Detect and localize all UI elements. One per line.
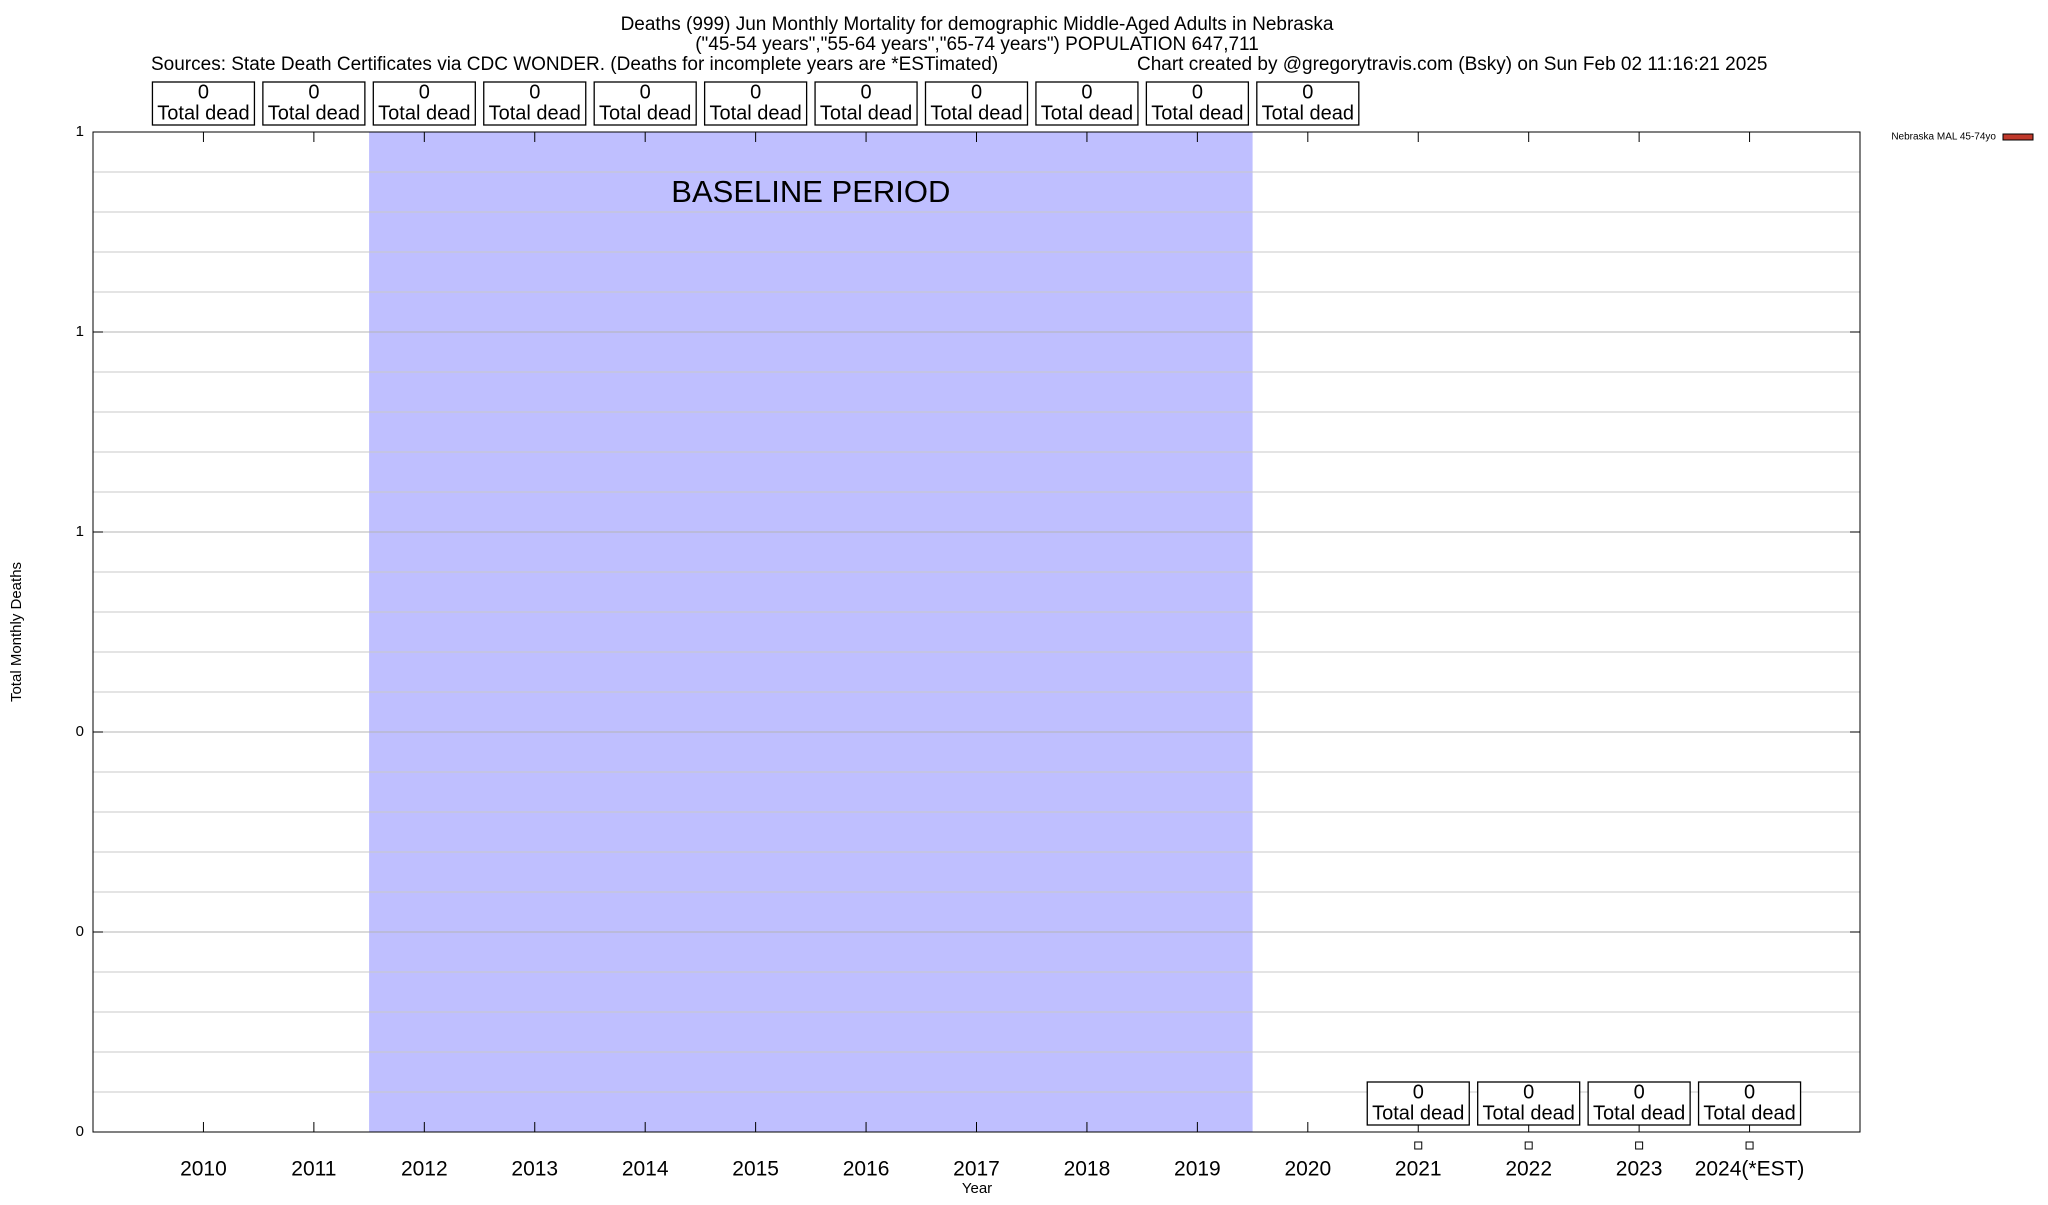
value-label-unit: Total dead xyxy=(1703,1102,1795,1124)
annotation: BASELINE PERIOD xyxy=(671,174,950,209)
x-tick-label: 2023 xyxy=(1616,1158,1663,1181)
value-label-unit: Total dead xyxy=(268,102,360,124)
value-label-unit: Total dead xyxy=(820,102,912,124)
value-label-unit: Total dead xyxy=(599,102,691,124)
x-tick-label: 2011 xyxy=(291,1158,336,1181)
value-label: 0 xyxy=(1192,81,1203,103)
point-marker xyxy=(1524,1141,1533,1150)
x-tick-label: 2019 xyxy=(1174,1158,1221,1181)
value-label: 0 xyxy=(971,81,982,103)
x-tick-label: 2018 xyxy=(1064,1158,1111,1181)
legend-swatch xyxy=(2002,133,2034,141)
x-tick-label: 2012 xyxy=(401,1158,448,1181)
y-tick-label: 0 xyxy=(76,723,84,740)
legend-label: Nebraska MAL 45-74yo xyxy=(1891,132,1996,143)
value-label: 0 xyxy=(861,81,872,103)
value-label-unit: Total dead xyxy=(709,102,801,124)
value-label-box xyxy=(1256,81,1360,126)
y-axis-label: Total Monthly Deaths xyxy=(8,562,25,702)
value-label-unit: Total dead xyxy=(1041,102,1133,124)
x-tick-label: 2020 xyxy=(1284,1158,1331,1181)
value-label-unit: Total dead xyxy=(489,102,581,124)
value-label: 0 xyxy=(1302,81,1313,103)
y-tick-label: 1 xyxy=(76,323,84,340)
x-tick-label: 2014 xyxy=(622,1158,669,1181)
credit: Chart created by @gregorytravis.com (Bsk… xyxy=(1137,54,1767,75)
x-tick-label: 2021 xyxy=(1395,1158,1442,1181)
value-label-box xyxy=(1145,81,1250,126)
x-axis-label: Year xyxy=(962,1180,992,1197)
value-label: 0 xyxy=(529,81,540,103)
x-tick-label: 2022 xyxy=(1505,1158,1552,1181)
value-label: 0 xyxy=(308,81,319,103)
x-tick-label: 2024(*EST) xyxy=(1695,1158,1805,1181)
value-label: 0 xyxy=(1523,1081,1534,1103)
value-label-box xyxy=(924,81,1029,126)
chart-subtitle: ("45-54 years","55-64 years","65-74 year… xyxy=(695,34,1259,55)
sources: Sources: State Death Certificates via CD… xyxy=(151,54,998,75)
baseline-period xyxy=(369,132,1253,1132)
y-tick-label: 1 xyxy=(76,523,84,540)
y-tick-label: 0 xyxy=(76,923,84,940)
value-label-unit: Total dead xyxy=(1483,1102,1575,1124)
value-label: 0 xyxy=(640,81,651,103)
value-label-unit: Total dead xyxy=(1262,102,1354,124)
value-label: 0 xyxy=(419,81,430,103)
value-label: 0 xyxy=(198,81,209,103)
x-tick-label: 2015 xyxy=(732,1158,779,1181)
chart-title: Deaths (999) Jun Monthly Mortality for d… xyxy=(621,14,1334,35)
value-label-box xyxy=(703,81,808,126)
value-label-unit: Total dead xyxy=(1372,1102,1464,1124)
value-label-box xyxy=(483,81,587,126)
value-label-unit: Total dead xyxy=(378,102,470,124)
value-label-unit: Total dead xyxy=(157,102,249,124)
value-label-box xyxy=(151,81,256,126)
y-tick-label: 1 xyxy=(76,123,84,140)
value-label-unit: Total dead xyxy=(930,102,1022,124)
value-label-unit: Total dead xyxy=(1593,1102,1685,1124)
point-marker xyxy=(1745,1141,1754,1150)
value-label-box xyxy=(372,81,476,126)
point-marker xyxy=(1635,1141,1644,1150)
value-label: 0 xyxy=(1413,1081,1424,1103)
point-marker xyxy=(1414,1141,1423,1150)
value-label-box xyxy=(593,81,697,126)
value-label-box xyxy=(1587,1081,1691,1126)
value-label: 0 xyxy=(1634,1081,1645,1103)
value-label-box xyxy=(814,81,918,126)
value-label-box xyxy=(1477,1081,1581,1126)
value-label: 0 xyxy=(1744,1081,1755,1103)
x-tick-label: 2016 xyxy=(843,1158,890,1181)
x-tick-label: 2017 xyxy=(953,1158,1000,1181)
value-label-box xyxy=(1697,1081,1802,1126)
value-label: 0 xyxy=(1081,81,1092,103)
value-label: 0 xyxy=(750,81,761,103)
value-label-unit: Total dead xyxy=(1151,102,1243,124)
y-tick-label: 0 xyxy=(76,1123,84,1140)
x-tick-label: 2010 xyxy=(180,1158,227,1181)
value-label-box xyxy=(1035,81,1139,126)
value-label-box xyxy=(262,81,366,126)
x-tick-label: 2013 xyxy=(511,1158,558,1181)
value-label-box xyxy=(1366,1081,1470,1126)
